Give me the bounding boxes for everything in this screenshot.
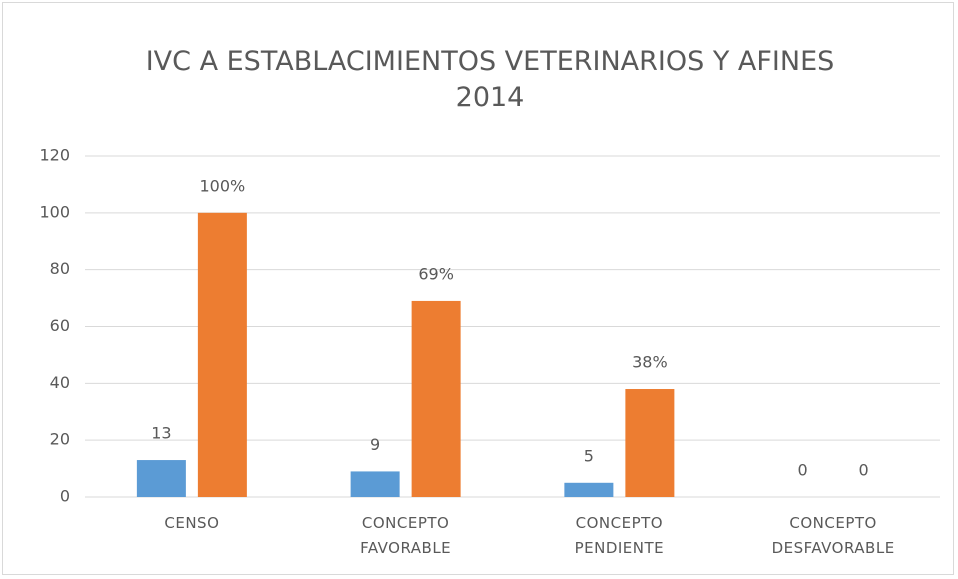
data-label: 0 (859, 461, 869, 480)
bar (197, 212, 247, 498)
data-label: 69% (418, 264, 454, 283)
y-tick-label: 20 (50, 430, 70, 449)
y-tick-label: 120 (39, 146, 70, 165)
x-tick-label: CONCEPTO PENDIENTE (574, 514, 665, 557)
data-label: 0 (798, 461, 808, 480)
y-tick-label: 100 (39, 202, 70, 221)
bar (136, 460, 186, 497)
y-tick-label: 0 (60, 487, 70, 506)
data-label: 100% (200, 176, 246, 195)
x-tick-label: CONCEPTO FAVORABLE (360, 514, 452, 557)
y-tick-label: 40 (50, 373, 70, 392)
data-label: 13 (151, 424, 171, 443)
x-tick-label: CENSO (164, 514, 220, 532)
y-tick-label: 80 (50, 259, 70, 278)
data-label: 5 (584, 446, 594, 465)
x-tick-label: CONCEPTO DESFAVORABLE (771, 514, 895, 557)
bar (350, 471, 400, 497)
bar (564, 482, 614, 497)
bar (625, 389, 675, 497)
chart-title: IVC A ESTABLACIMIENTOS VETERINARIOS Y AF… (145, 46, 835, 113)
data-label: 9 (370, 435, 380, 454)
bar (411, 300, 461, 497)
data-label: 38% (632, 353, 668, 372)
y-tick-label: 60 (50, 316, 70, 335)
